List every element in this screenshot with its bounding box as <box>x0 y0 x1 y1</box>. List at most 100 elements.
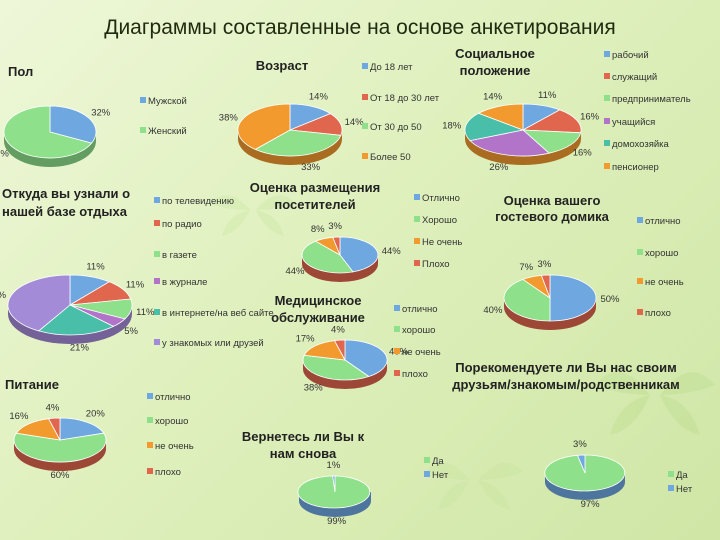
pie-pct-label-age-1: 14% <box>345 117 365 128</box>
pie-pct-label-source-1: 11% <box>126 279 145 290</box>
pie-slice-return-1 <box>332 475 336 493</box>
legend-label-social-2: предприниматель <box>612 94 691 105</box>
legend-label-placement-3: Плохо <box>422 259 450 270</box>
legend-label-social-4: домохозяйка <box>612 139 670 150</box>
legend-label-placement-2: Не очень <box>422 237 462 248</box>
chart-title-medical-line1: Медицинское <box>275 293 362 308</box>
chart-title-social-line1: Социальное <box>455 46 535 61</box>
pie-slice-medical-1 <box>302 354 370 381</box>
pie-pct-label-recommend-1: 3% <box>573 439 587 450</box>
pie-slice-house-0 <box>549 274 597 322</box>
chart-title-medical-line2: обслуживание <box>271 310 365 325</box>
legend-label-medical-0: отлично <box>402 304 438 315</box>
legend-label-source-2: в газете <box>162 250 197 261</box>
legend-swatch-social-0 <box>604 51 610 57</box>
legend-label-medical-3: плохо <box>402 369 428 380</box>
chart-title-source-line2: нашей базе отдыха <box>2 204 128 219</box>
pie-recommend: 97% 3% Да Нет <box>544 439 693 510</box>
pie-pct-label-house-3: 3% <box>538 259 552 270</box>
pie-pct-label-age-0: 14% <box>309 92 329 103</box>
legend-swatch-recommend-1 <box>668 485 674 491</box>
pie-age: 14% 14% 33% 38% До 18 лет От 18 до 30 лет От 3… <box>219 62 440 173</box>
legend-label-age-3: Более 50 <box>370 152 411 163</box>
pie-pct-label-food-1: 60% <box>50 470 70 481</box>
pie-slice-medical-0 <box>344 339 388 377</box>
legend-label-age-2: От 30 до 50 <box>370 122 422 133</box>
chart-recommend: Порекомендуете ли Вы нас своим друзьям/з… <box>452 360 679 392</box>
legend-label-gender-1: Женский <box>148 126 187 137</box>
pie-food: 20% 60% 16% 4% отлично хорошо не очень плохо <box>9 392 193 481</box>
legend-swatch-medical-2 <box>394 348 400 354</box>
legend-swatch-house-2 <box>637 278 643 284</box>
chart-title-placement-line1: Оценка размещения <box>250 180 380 195</box>
legend-label-house-0: отлично <box>645 216 681 227</box>
chart-marks: 32% 68% Мужской Женский 14% 14% 33% 38% До 18 ле… <box>0 50 693 527</box>
chart-placement: Оценка размещения посетителей <box>250 180 380 212</box>
legend-swatch-age-1 <box>362 94 368 100</box>
pie-slice-age-2 <box>254 129 342 157</box>
chart-title-recommend-line2: друзьям/знакомым/родственникам <box>452 377 679 392</box>
legend-swatch-source-0 <box>154 197 160 203</box>
legend-label-house-1: хорошо <box>645 248 678 259</box>
chart-age: Возраст <box>256 58 308 73</box>
pie-pct-label-age-2: 33% <box>301 162 321 173</box>
pie-slice-medical-2 <box>303 340 346 361</box>
legend-swatch-age-0 <box>362 63 368 69</box>
legend-label-source-1: по радио <box>162 219 202 230</box>
pie-slice-food-2 <box>15 418 61 441</box>
pie-pct-label-gender-1: 68% <box>0 148 9 159</box>
legend-label-food-0: отлично <box>155 392 191 403</box>
legend-label-food-1: хорошо <box>155 416 188 427</box>
pie-pct-label-return-0: 99% <box>327 516 347 527</box>
legend-swatch-source-3 <box>154 278 160 284</box>
legend-swatch-food-1 <box>147 417 153 423</box>
legend-swatch-medical-0 <box>394 305 400 311</box>
chart-title-gender: Пол <box>8 64 33 79</box>
legend-swatch-house-0 <box>637 217 643 223</box>
pie-pct-label-medical-1: 38% <box>304 382 324 393</box>
pie-slice-medical-3 <box>333 339 346 361</box>
pie-slice-recommend-1 <box>576 454 586 474</box>
pie-slice-food-1 <box>13 432 107 463</box>
pie-pct-label-placement-1: 44% <box>285 266 305 277</box>
chart-title-age: Возраст <box>256 58 308 73</box>
pie-slice-social-1 <box>521 109 582 134</box>
legend-label-placement-1: Хорошо <box>422 215 457 226</box>
legend-swatch-age-3 <box>362 153 368 159</box>
legend-label-social-3: учащийся <box>612 117 655 128</box>
pie-pct-label-source-5: 42% <box>0 290 7 301</box>
legend-swatch-gender-0 <box>140 97 146 103</box>
legend-swatch-house-3 <box>637 309 643 315</box>
legend-swatch-gender-1 <box>140 127 146 133</box>
chart-source: Откуда вы узнали о нашей базе отдыха <box>2 186 130 219</box>
chart-title-food: Питание <box>5 377 59 392</box>
pie-slice-food-3 <box>47 417 61 441</box>
legend-swatch-social-4 <box>604 140 610 146</box>
legend-swatch-recommend-0 <box>668 471 674 477</box>
legend-swatch-food-3 <box>147 468 153 474</box>
legend-label-house-2: не очень <box>645 277 684 288</box>
chart-title-social-line2: положение <box>460 63 531 78</box>
pie-pct-label-source-3: 5% <box>124 326 138 337</box>
legend-swatch-placement-3 <box>414 260 420 266</box>
butterfly-decoration-icon <box>425 462 523 510</box>
pie-pct-label-source-4: 21% <box>70 343 90 354</box>
legend-label-social-1: служащий <box>612 72 657 83</box>
legend-label-return-1: Нет <box>432 470 449 481</box>
pie-social: 11% 16% 16% 26% 18% 14% рабочий служащий предпри… <box>442 50 691 173</box>
legend-swatch-social-3 <box>604 118 610 124</box>
pie-slice-social-3 <box>469 129 550 157</box>
pie-pct-label-social-3: 26% <box>489 162 509 173</box>
page-title: Диаграммы составленные на основе анкетир… <box>104 16 616 39</box>
pie-slice-house-3 <box>540 274 551 299</box>
legend-label-source-0: по телевидению <box>162 196 234 207</box>
pie-slice-source-4 <box>37 304 115 336</box>
chart-title-house-line2: гостевого домика <box>495 209 610 224</box>
legend-label-recommend-1: Нет <box>676 484 693 495</box>
legend-label-medical-1: хорошо <box>402 325 435 336</box>
legend-swatch-source-4 <box>154 309 160 315</box>
pie-slice-gender-1 <box>3 105 93 159</box>
pie-house: 50% 40% 7% 3% отлично хорошо не очень плохо <box>483 216 684 330</box>
